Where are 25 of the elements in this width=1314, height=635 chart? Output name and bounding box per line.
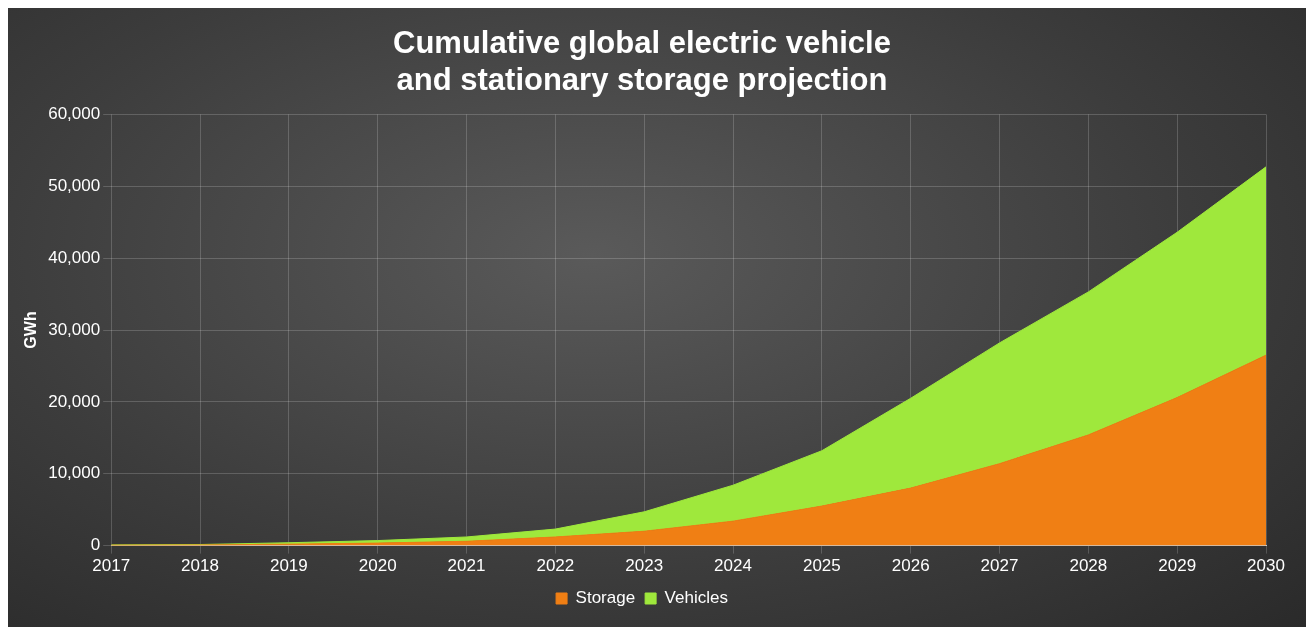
x-tick-label: 2018 (181, 556, 219, 576)
y-axis-title: GWh (22, 311, 40, 349)
legend-label: Vehicles (664, 588, 728, 608)
y-tick-label: 20,000 (48, 391, 101, 411)
x-tick-label: 2019 (269, 556, 308, 576)
y-tick-label: 50,000 (48, 175, 101, 195)
x-tick-label: 2017 (92, 556, 131, 576)
y-tick-label: 0 (90, 535, 101, 555)
x-tick-label: 2030 (1247, 556, 1285, 576)
y-tick-label: 60,000 (48, 104, 101, 124)
x-tick-label: 2022 (536, 556, 575, 576)
x-tick-label: 2025 (802, 556, 841, 576)
chart-title: Cumulative global electric vehicle and stationary storage projection (393, 25, 891, 98)
x-tick-label: 2028 (1069, 556, 1108, 576)
x-tick-label: 2027 (980, 556, 1019, 576)
x-tick-label: 2026 (891, 556, 930, 576)
legend-label: Storage (575, 588, 636, 608)
x-tick-label: 2024 (714, 556, 752, 576)
y-tick-label: 10,000 (48, 463, 101, 483)
x-tick-label: 2020 (358, 556, 397, 576)
y-tick-label: 40,000 (48, 247, 101, 267)
x-tick-label: 2021 (447, 556, 486, 576)
x-tick-label: 2023 (625, 556, 664, 576)
x-tick-label: 2029 (1158, 556, 1197, 576)
y-tick-label: 30,000 (48, 319, 101, 339)
